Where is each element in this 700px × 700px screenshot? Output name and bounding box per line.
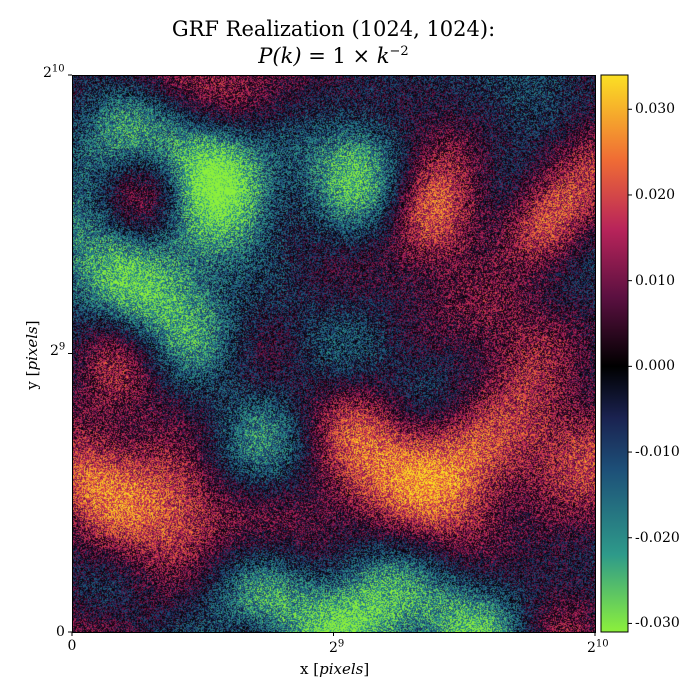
y-axis-label: y [pixels] bbox=[23, 310, 41, 400]
colorbar bbox=[600, 74, 629, 633]
subtitle-eq: = 1 × bbox=[301, 44, 377, 68]
colorbar-tick-label: 0.010 bbox=[635, 272, 676, 289]
chart-title: GRF Realization (1024, 1024): bbox=[171, 17, 496, 41]
x-axis-label: x [pixels] bbox=[300, 660, 369, 678]
subtitle-exponent: −2 bbox=[389, 44, 409, 59]
tick-exponent: 9 bbox=[337, 638, 345, 649]
y-tick-marks bbox=[68, 74, 72, 633]
chart-subtitle: P(k) = 1 × k−2 bbox=[72, 44, 595, 68]
tick-exponent: 10 bbox=[51, 63, 65, 74]
x-tick-label: 0 bbox=[67, 638, 77, 654]
colorbar-tick-label: -0.010 bbox=[635, 444, 680, 461]
y-label-unit: pixels bbox=[23, 326, 41, 371]
x-label-suffix: ] bbox=[363, 660, 370, 678]
x-tick-label: 210 bbox=[587, 638, 609, 656]
x-tick-marks bbox=[71, 632, 596, 636]
subtitle-lhs: P(k) bbox=[258, 44, 302, 68]
y-tick-label: 0 bbox=[56, 624, 65, 640]
x-tick-label: 29 bbox=[329, 638, 345, 656]
y-label-suffix: ] bbox=[23, 320, 41, 327]
x-label-prefix: x [ bbox=[300, 660, 320, 678]
plot-frame bbox=[72, 75, 596, 633]
colorbar-tick-label: -0.020 bbox=[635, 529, 680, 546]
colorbar-tick-label: 0.000 bbox=[635, 358, 676, 375]
y-tick-label: 210 bbox=[43, 63, 65, 81]
colorbar-tick-label: 0.020 bbox=[635, 186, 676, 203]
tick-exponent: 9 bbox=[58, 341, 66, 353]
colorbar-tick-label: 0.030 bbox=[635, 101, 676, 118]
tick-exponent: 10 bbox=[595, 638, 609, 649]
y-tick-label: 29 bbox=[50, 341, 66, 360]
subtitle-base: k bbox=[376, 44, 390, 68]
heatmap-plot bbox=[72, 75, 595, 632]
y-label-prefix: y [ bbox=[23, 370, 41, 390]
x-label-unit: pixels bbox=[319, 660, 364, 678]
colorbar-tick-marks bbox=[628, 108, 632, 624]
colorbar-tick-label: -0.030 bbox=[635, 615, 680, 632]
